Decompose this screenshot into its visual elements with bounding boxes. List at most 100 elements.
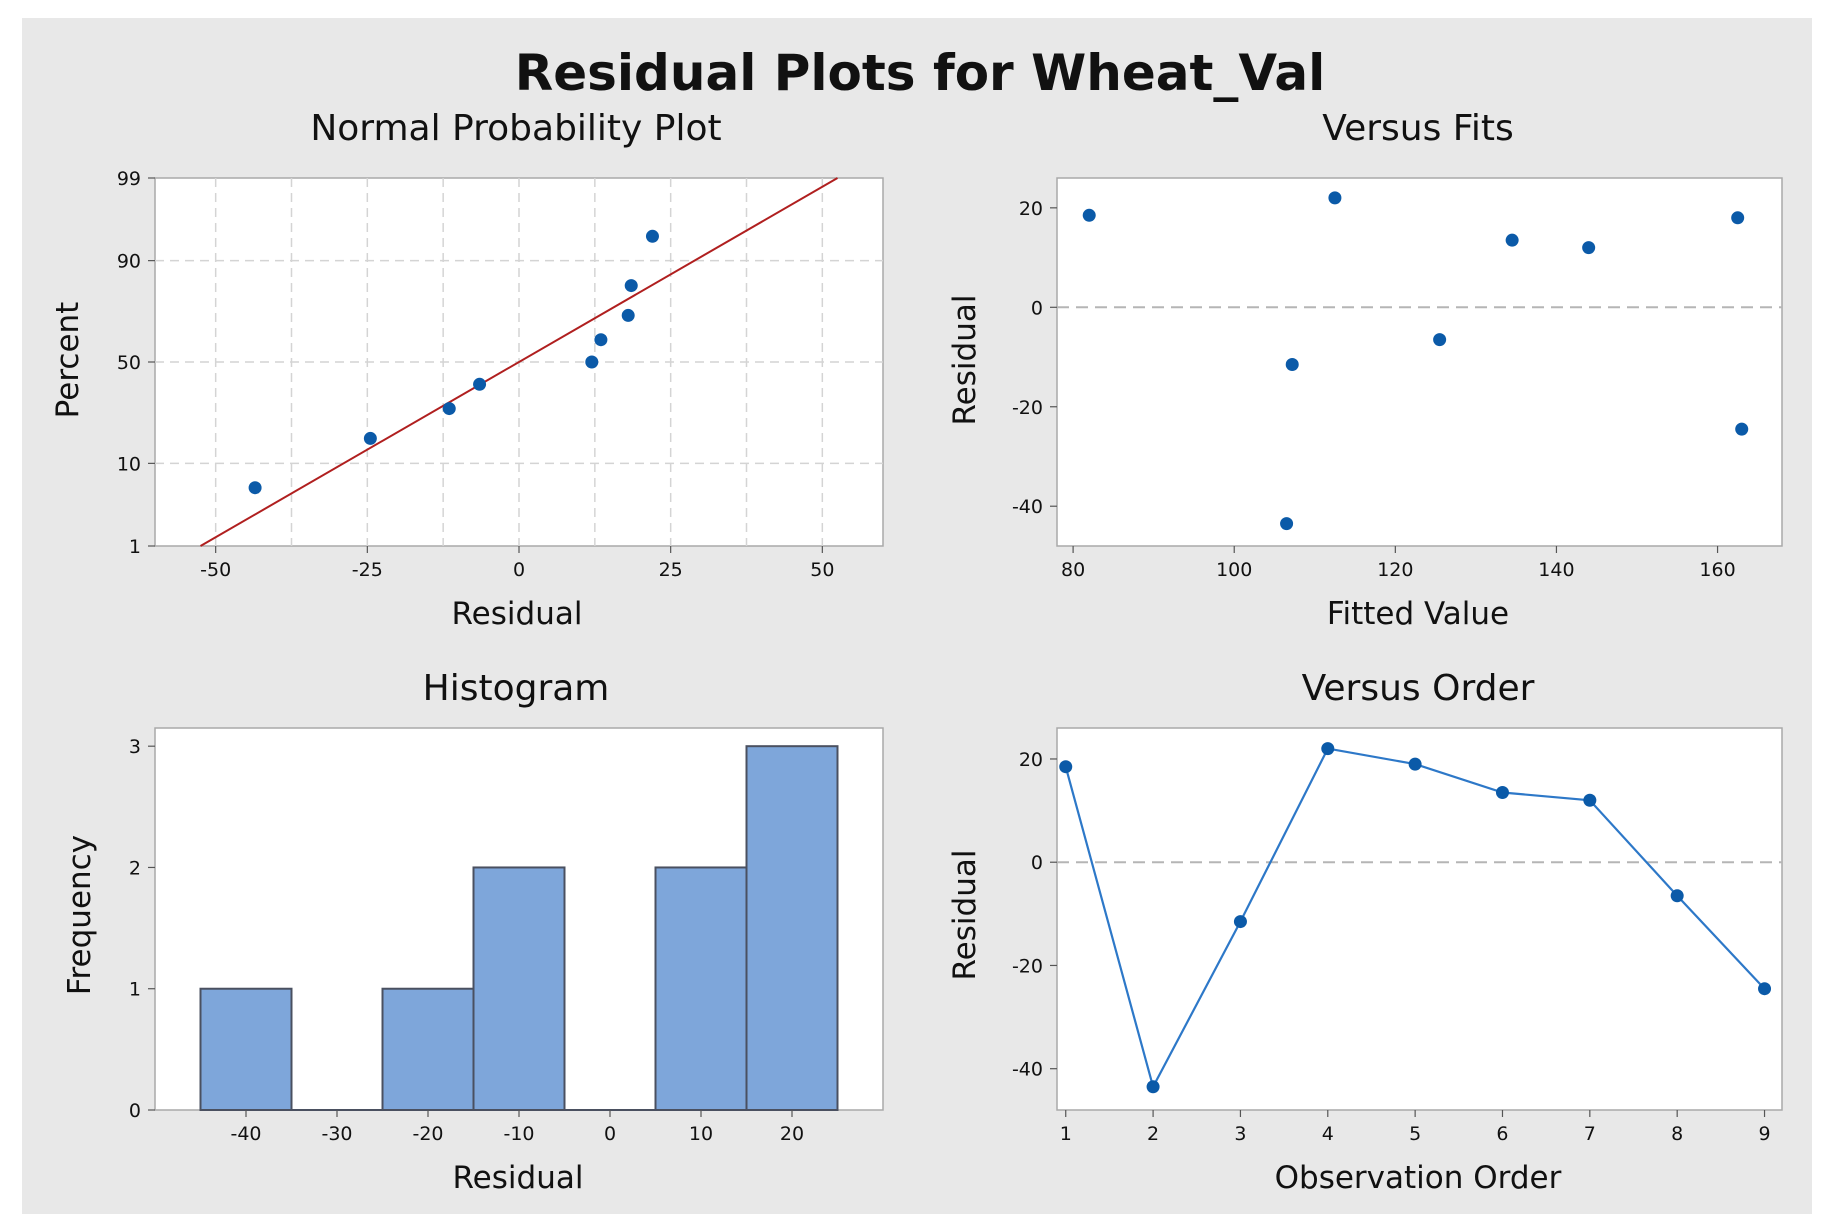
order-frame — [1056, 727, 1783, 1111]
fits-plot-xlabel: Fitted Value — [1327, 596, 1509, 632]
order-xtick-label: 7 — [1584, 1123, 1596, 1145]
normal-xtick-label: -50 — [200, 559, 231, 581]
fits-data-point — [1328, 191, 1342, 205]
normal-xtick-label: 0 — [513, 559, 525, 581]
histogram-bar — [745, 745, 839, 1111]
histogram-ytick-label: 3 — [129, 736, 141, 758]
normal-data-point — [248, 481, 262, 495]
normal-plot-xlabel: Residual — [452, 596, 583, 632]
fits-ytick-label: -40 — [1012, 496, 1043, 518]
fits-data-point — [1582, 241, 1596, 255]
fits-xtick-label: 160 — [1699, 559, 1735, 581]
order-ytick-label: -40 — [1012, 1059, 1043, 1081]
normal-data-point — [442, 402, 456, 416]
order-plot-area: 1 2 3 4 5 6 7 8 9 -40 -20 0 20 — [1012, 727, 1783, 1145]
histogram-ytick-label: 0 — [129, 1100, 141, 1122]
histogram-title: Histogram — [423, 668, 610, 709]
order-xtick-label: 5 — [1409, 1123, 1421, 1145]
normal-probability-panel: Normal Probability Plot -50 -25 0 25 50 1 10 50… — [50, 108, 884, 632]
normal-data-point — [645, 229, 659, 243]
order-plot-title: Versus Order — [1302, 668, 1535, 709]
fits-ytick-label: 20 — [1019, 198, 1043, 220]
order-xtick-label: 8 — [1671, 1123, 1683, 1145]
fits-data-point — [1285, 357, 1299, 371]
histogram-bar — [654, 866, 748, 1112]
fits-xtick-label: 120 — [1377, 559, 1413, 581]
histogram-xlabel: Residual — [453, 1160, 584, 1196]
normal-data-point — [621, 308, 635, 322]
fits-plot-area: 80 100 120 140 160 -40 -20 0 20 — [1012, 177, 1783, 581]
order-xtick-label: 4 — [1322, 1123, 1334, 1145]
order-data-point — [1583, 793, 1597, 807]
normal-ytick-label: 10 — [117, 453, 141, 475]
order-xtick-label: 1 — [1060, 1123, 1072, 1145]
fits-data-point — [1731, 211, 1745, 225]
normal-ytick-label: 99 — [117, 168, 141, 190]
normal-data-point — [594, 333, 608, 347]
histogram-xtick-label: 10 — [689, 1123, 713, 1145]
histogram-xtick-label: 20 — [780, 1123, 804, 1145]
versus-order-panel: Versus Order 1 2 3 4 5 6 7 8 9 -40 -20 0 20 Observat… — [947, 668, 1783, 1196]
fits-plot-ylabel: Residual — [947, 295, 983, 426]
order-ytick-label: 0 — [1031, 852, 1043, 874]
normal-plot-area: -50 -25 0 25 50 1 10 50 90 99 — [117, 168, 884, 581]
histogram-bar — [381, 987, 475, 1112]
order-ytick-label: 20 — [1019, 749, 1043, 771]
order-data-point — [1059, 760, 1073, 774]
versus-fits-panel: Versus Fits 80 100 120 140 160 -40 -20 0 20 Fitt… — [947, 108, 1783, 632]
normal-data-point — [624, 279, 638, 293]
normal-fit-line — [199, 177, 839, 547]
histogram-ylabel: Frequency — [62, 835, 98, 995]
figure-title: Residual Plots for Wheat_Val — [515, 44, 1326, 102]
normal-xtick-label: 50 — [810, 559, 834, 581]
histogram-panel: Histogram -40 -30 -20 -10 0 10 20 0 1 2 3 Residual… — [62, 668, 884, 1196]
order-xtick-label: 2 — [1147, 1123, 1159, 1145]
normal-data-point — [363, 431, 377, 445]
fits-frame — [1056, 177, 1783, 547]
fits-plot-title: Versus Fits — [1322, 108, 1514, 149]
histogram-xtick-label: 0 — [604, 1123, 616, 1145]
fits-data-point — [1082, 208, 1096, 222]
fits-data-point — [1433, 333, 1447, 347]
normal-ytick-label: 90 — [117, 251, 141, 273]
order-xtick-label: 3 — [1234, 1123, 1246, 1145]
histogram-xtick-label: -10 — [503, 1123, 534, 1145]
histogram-ytick-label: 1 — [129, 979, 141, 1001]
fits-ytick-label: -20 — [1012, 397, 1043, 419]
normal-data-point — [585, 355, 599, 369]
histogram-xtick-label: -30 — [321, 1123, 352, 1145]
normal-plot-title: Normal Probability Plot — [310, 108, 721, 149]
histogram-xtick-label: -40 — [230, 1123, 261, 1145]
normal-ytick-label: 1 — [129, 536, 141, 558]
histogram-bar — [472, 866, 566, 1112]
fits-data-point — [1280, 517, 1294, 531]
order-plot-xlabel: Observation Order — [1275, 1160, 1562, 1196]
histogram-bar — [199, 987, 293, 1112]
fits-data-point — [1735, 422, 1749, 436]
order-data-point — [1321, 742, 1335, 756]
normal-ytick-label: 50 — [117, 352, 141, 374]
normal-xtick-label: -25 — [352, 559, 383, 581]
order-data-point — [1758, 982, 1772, 996]
fits-ytick-label: 0 — [1031, 297, 1043, 319]
order-plot-ylabel: Residual — [947, 850, 983, 981]
order-data-point — [1146, 1080, 1160, 1094]
order-data-point — [1233, 915, 1247, 929]
order-xtick-label: 9 — [1758, 1123, 1770, 1145]
order-xtick-label: 6 — [1496, 1123, 1508, 1145]
fits-xtick-label: 140 — [1538, 559, 1574, 581]
order-data-point — [1670, 889, 1684, 903]
order-data-point — [1408, 757, 1422, 771]
normal-xtick-label: 25 — [659, 559, 683, 581]
fits-data-point — [1505, 233, 1519, 247]
histogram-xtick-label: -20 — [412, 1123, 443, 1145]
order-data-point — [1495, 786, 1509, 800]
normal-plot-ylabel: Percent — [50, 302, 86, 419]
normal-data-point — [473, 377, 487, 391]
order-ytick-label: -20 — [1012, 955, 1043, 977]
histogram-ytick-label: 2 — [129, 857, 141, 879]
fits-xtick-label: 80 — [1061, 559, 1085, 581]
histogram-plot-area: -40 -30 -20 -10 0 10 20 0 1 2 3 — [129, 727, 884, 1145]
fits-xtick-label: 100 — [1216, 559, 1252, 581]
